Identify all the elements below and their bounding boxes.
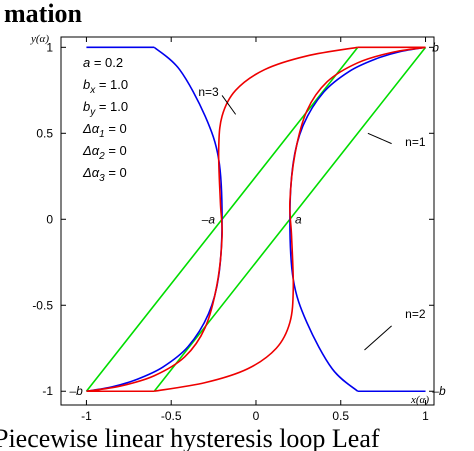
annotation-leader [364,325,392,351]
caption-fragment: Piecewise linear hysteresis loop Leaf [0,424,380,451]
series-n2 [86,46,426,393]
series-n3 [86,46,426,393]
annotation-label: –a [201,212,216,226]
y-tick-label: -0.5 [32,298,53,312]
y-axis-label: y(α) [30,33,49,45]
x-axis-label: x(α) [410,394,429,406]
annotation-label: n=1 [405,135,426,149]
annotation-label: n=2 [405,307,426,321]
legend-entry: Δα2 = 0 [82,143,127,162]
series-n1 [85,46,427,392]
parameter-legend: a = 0.2 bx = 1.0 by = 1.0 Δα1 = 0 Δα2 = 0 Δα3… [82,55,128,184]
x-tick-label: -1 [81,409,92,423]
x-tick-label: 1 [422,409,429,423]
series-n2-segment-1 [289,46,426,392]
legend-entry: Δα3 = 0 [82,165,127,184]
legend-entry: Δα1 = 0 [82,121,127,140]
annotation-label: a [295,212,302,226]
x-tick-label: -0.5 [161,409,182,423]
annotation-leader [367,132,392,145]
series-n3-segment-1 [86,46,358,393]
y-tick-label: -1 [42,384,53,398]
annotation-label: n=3 [198,85,219,99]
y-tick-label: 1 [46,40,53,54]
legend-entry: a = 0.2 [83,55,123,70]
legend-entry: by = 1.0 [83,99,128,118]
plot-frame [60,36,435,406]
annotation-label: b [432,40,439,54]
y-tick-label: 0 [46,212,53,226]
annotation-leader [221,95,237,115]
annotation-label: –b [431,384,446,398]
x-tick-label: 0.5 [332,409,349,423]
series-n3-segment-3 [154,46,426,393]
header-fragment: mation [4,0,83,28]
x-tick-label: 0 [253,409,260,423]
y-tick-label: 0.5 [36,126,53,140]
legend-entry: bx = 1.0 [83,77,128,96]
annotation-label: –b [68,384,83,398]
plot-area: -1 -0.5 0 0.5 1-1-0.500.51y(α)x(α)n=3n=1n=2b… [30,33,446,423]
